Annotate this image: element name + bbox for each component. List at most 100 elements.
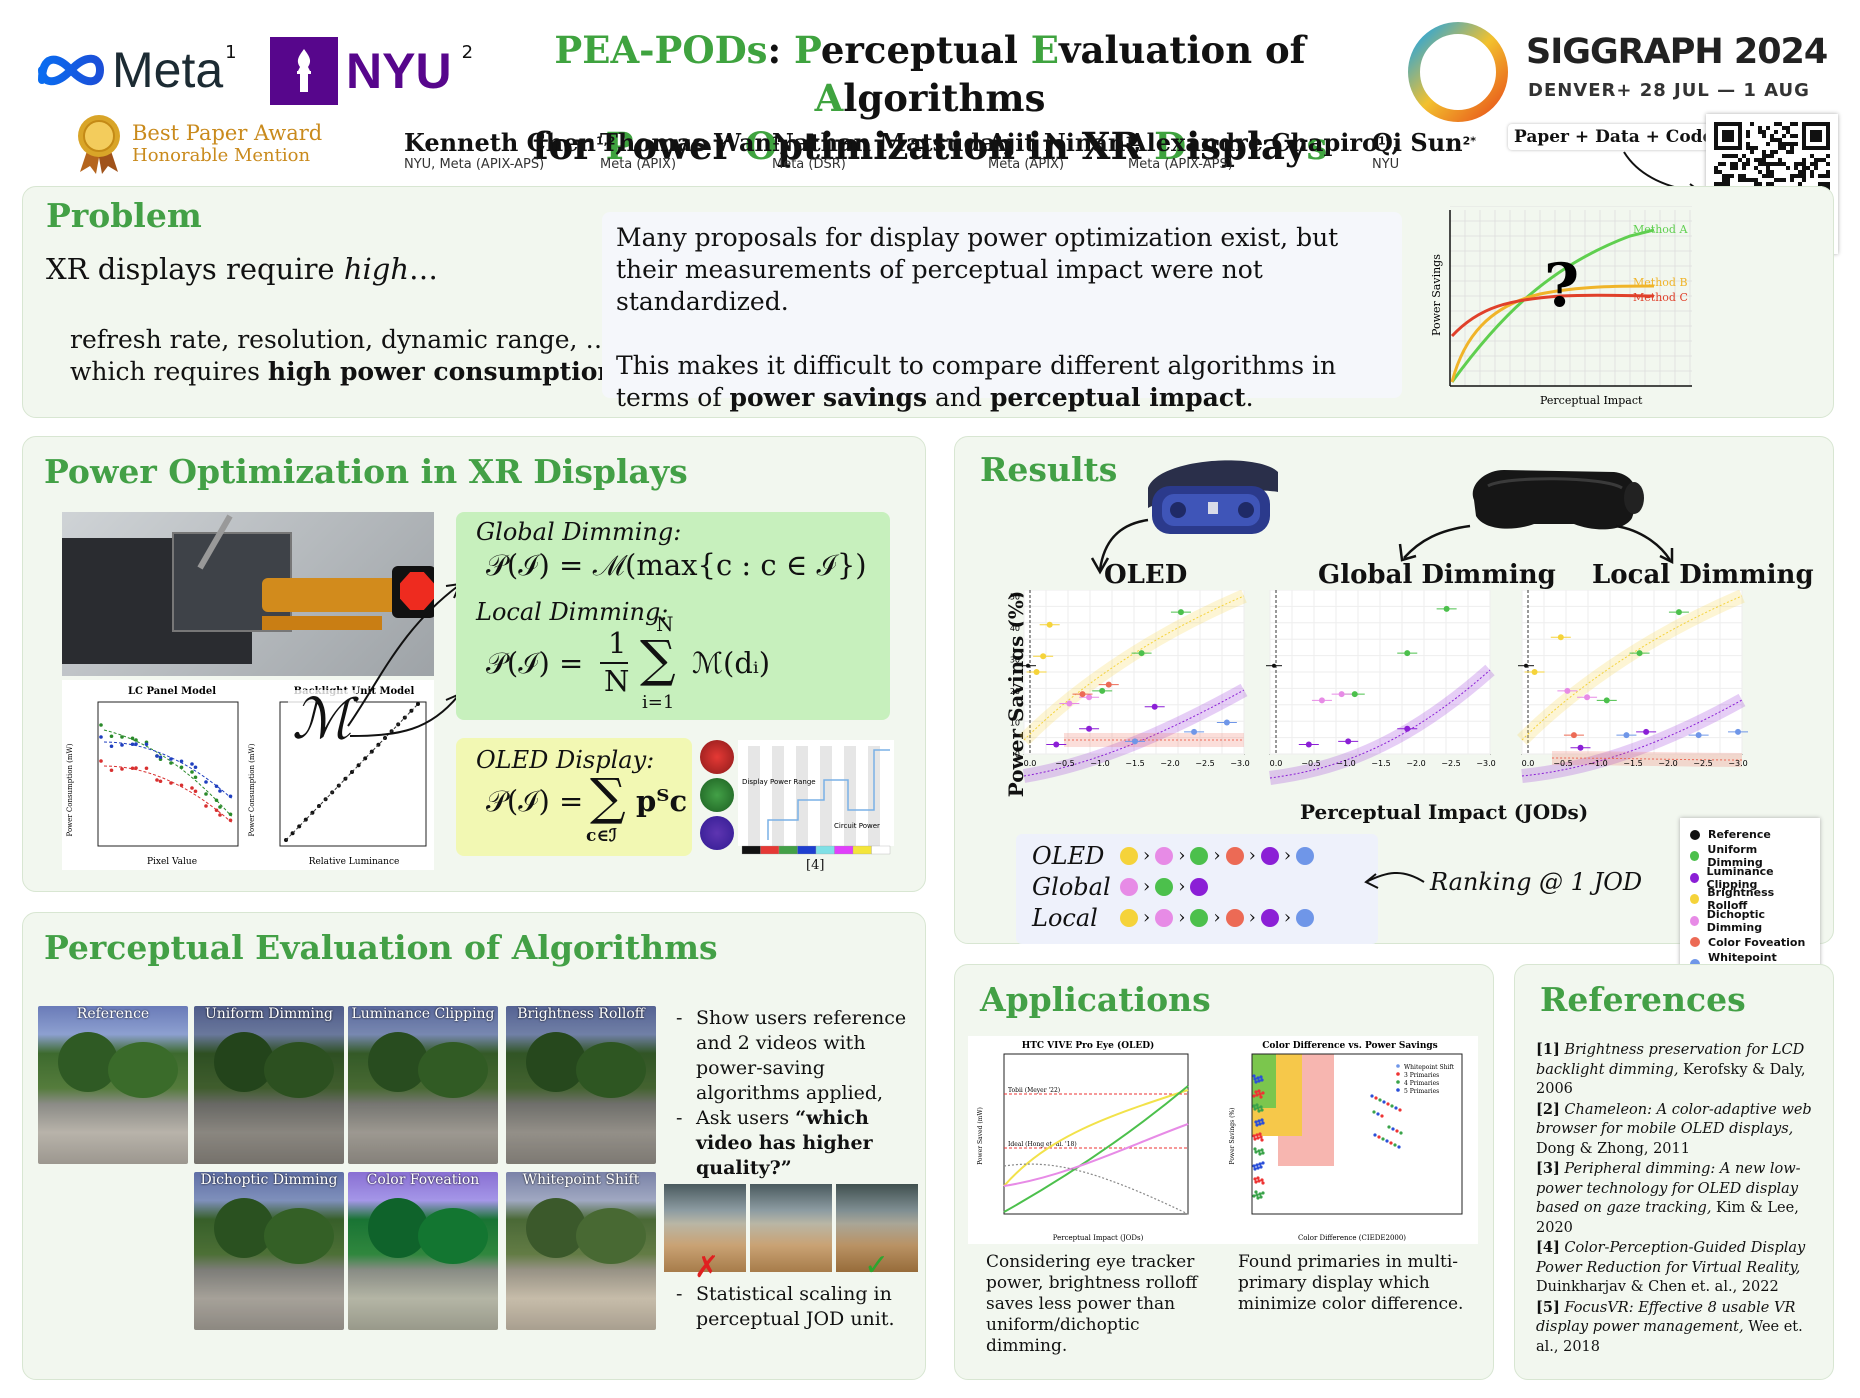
app-dot bbox=[1372, 1110, 1376, 1114]
check-icon: ✓ bbox=[864, 1248, 890, 1283]
qr-module bbox=[1762, 150, 1766, 154]
app-dot bbox=[1253, 1177, 1257, 1181]
ranking-separator: › bbox=[1213, 845, 1221, 866]
app-dot bbox=[1390, 1104, 1394, 1108]
x-tick-label: −0.5 bbox=[1553, 759, 1572, 768]
ranking-dot bbox=[1225, 846, 1244, 865]
reference-authors: Kerofsky & Daly, 2006 bbox=[1536, 1061, 1806, 1098]
lc-dot bbox=[155, 754, 159, 758]
app-plot-frame bbox=[1251, 1053, 1463, 1215]
data-point bbox=[1564, 687, 1571, 694]
qr-module bbox=[1734, 154, 1738, 158]
app-dot bbox=[1394, 1106, 1398, 1110]
app-dot bbox=[1256, 1166, 1260, 1170]
qr-module bbox=[1802, 170, 1806, 174]
x-tick-label: −2.0 bbox=[1658, 759, 1677, 768]
app-dot bbox=[1258, 1092, 1262, 1096]
perceptual-title: Perceptual Evaluation of Algorithms bbox=[44, 928, 718, 967]
qr-module bbox=[1826, 162, 1830, 166]
legend-label: Luminance Clipping bbox=[1706, 864, 1774, 891]
app-dot bbox=[1258, 1162, 1262, 1166]
qr-module bbox=[1782, 126, 1786, 130]
qr-module bbox=[1770, 162, 1774, 166]
qr-module bbox=[1766, 166, 1770, 170]
qr-module bbox=[1758, 162, 1762, 166]
app-dot bbox=[1258, 1152, 1262, 1156]
references-list: [1] Brightness preservation for LCD back… bbox=[1536, 1040, 1822, 1357]
x-tick-label: −2.5 bbox=[1195, 759, 1214, 768]
qr-module bbox=[1762, 174, 1766, 178]
qr-module bbox=[1722, 154, 1726, 158]
lc-dot bbox=[130, 736, 135, 741]
qr-module bbox=[1814, 166, 1818, 170]
eq-frac-den: N bbox=[604, 664, 630, 698]
eq-part: 𝒫(ℐ) = bbox=[486, 784, 584, 818]
qr-module bbox=[1750, 146, 1754, 150]
app-plot-frame bbox=[1003, 1053, 1189, 1215]
reference-num: [2] bbox=[1536, 1100, 1560, 1118]
app-dot bbox=[1258, 1132, 1262, 1136]
oled-power-plot: Display Power Range Circuit Power bbox=[738, 740, 894, 855]
app-dot bbox=[1261, 1121, 1265, 1125]
app-legend-dot bbox=[1396, 1080, 1400, 1084]
app-dot bbox=[1255, 1103, 1259, 1107]
title-part: E bbox=[1030, 28, 1059, 72]
qr-module bbox=[1750, 122, 1754, 126]
app-dot bbox=[1255, 1133, 1259, 1137]
app-chart-1-xlabel: Perceptual Impact (JODs) bbox=[1053, 1234, 1144, 1242]
data-point bbox=[1351, 691, 1358, 698]
results-legend: Reference Uniform Dimming Luminance Clippi… bbox=[1680, 818, 1820, 980]
qr-module bbox=[1790, 178, 1794, 182]
lc-plot-xlabel: Pixel Value bbox=[147, 857, 197, 867]
hardware-photo bbox=[62, 512, 434, 676]
qr-module bbox=[1766, 170, 1770, 174]
author-name: Qi Sun bbox=[1372, 128, 1463, 157]
app-dot bbox=[1257, 1089, 1261, 1093]
qr-module bbox=[1742, 166, 1746, 170]
data-point bbox=[1040, 653, 1047, 660]
app-dot bbox=[1387, 1125, 1391, 1129]
app-dot bbox=[1252, 1104, 1256, 1108]
app-dot bbox=[1252, 1094, 1256, 1098]
qr-module bbox=[1738, 158, 1742, 162]
title-part: O bbox=[744, 124, 778, 168]
author-name: Kenneth Chen bbox=[404, 128, 596, 157]
problem-text: refresh rate, resolution, dynamic range,… bbox=[70, 325, 611, 354]
qr-module bbox=[1794, 162, 1798, 166]
reference-num: [3] bbox=[1536, 1160, 1560, 1177]
ranking-separator: › bbox=[1143, 876, 1151, 897]
qr-module bbox=[1790, 142, 1794, 146]
app-dot bbox=[1256, 1196, 1260, 1200]
results-title: Results bbox=[980, 450, 1118, 489]
x-tick-label: 0.0 bbox=[1522, 759, 1535, 768]
ranking-dot bbox=[1155, 846, 1174, 865]
title-part: lgorithms bbox=[843, 76, 1046, 120]
data-point bbox=[1443, 605, 1450, 612]
lc-plot-title: LC Panel Model bbox=[128, 686, 216, 697]
reference-item: [3] Peripheral dimming: A new low-power … bbox=[1536, 1159, 1822, 1238]
lc-fit-line bbox=[103, 741, 232, 799]
lc-dot bbox=[214, 784, 219, 789]
qr-module bbox=[1754, 182, 1758, 186]
legend-swatch bbox=[1690, 851, 1700, 862]
app-dot bbox=[1257, 1119, 1261, 1123]
data-point bbox=[1046, 621, 1053, 628]
qr-module bbox=[1794, 122, 1798, 126]
app-plot-1: HTC VIVE Pro Eye (OLED) Tobii (Meyer '22)… bbox=[977, 1040, 1189, 1242]
lc-dot bbox=[120, 743, 124, 747]
references-panel bbox=[1514, 964, 1834, 1380]
app-dot bbox=[1261, 1161, 1265, 1165]
references-title: References bbox=[1540, 980, 1746, 1019]
result-subplot: 0.0 −0.5 −1.0 −1.5 −2.0 −2.5 −3.0 bbox=[1517, 590, 1748, 783]
ranking-arrow-icon bbox=[1364, 871, 1425, 889]
app-dot bbox=[1252, 1164, 1256, 1168]
oled-equation: 𝒫(ℐ) = ∑ c∈ℐ pᵀc bbox=[486, 768, 687, 848]
bl-plot-ylabel: Power Consumption (mW) bbox=[248, 743, 256, 836]
oled-plot-label-2: Circuit Power bbox=[834, 822, 880, 830]
paper-link-label[interactable]: Paper + Data + Code bbox=[1508, 124, 1720, 150]
eq-part: ℳ(dᵢ) bbox=[692, 646, 771, 680]
qr-module bbox=[1770, 138, 1774, 142]
data-point bbox=[1105, 681, 1112, 688]
x-tick-label: 0.0 bbox=[1024, 759, 1037, 768]
author-affiliation: Meta (APIX) bbox=[988, 157, 1065, 172]
